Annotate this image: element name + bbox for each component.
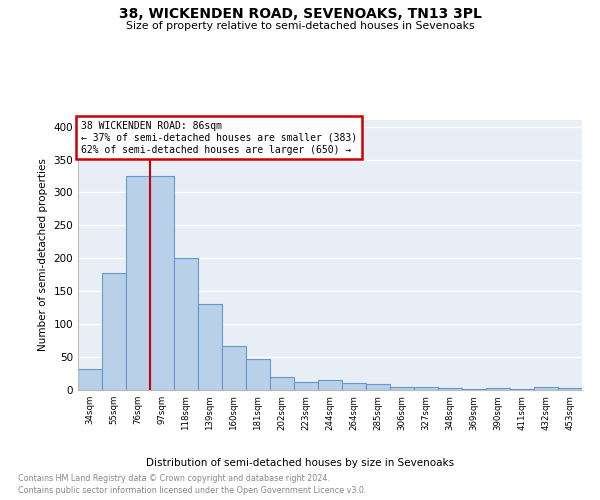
Text: Distribution of semi-detached houses by size in Sevenoaks: Distribution of semi-detached houses by …: [146, 458, 454, 468]
Bar: [342, 384, 366, 390]
Text: Size of property relative to semi-detached houses in Sevenoaks: Size of property relative to semi-detach…: [125, 21, 475, 31]
Bar: [318, 380, 342, 390]
Bar: [78, 369, 102, 390]
Bar: [126, 176, 150, 390]
Bar: [534, 388, 558, 390]
Bar: [150, 176, 174, 390]
Y-axis label: Number of semi-detached properties: Number of semi-detached properties: [38, 158, 48, 352]
Bar: [246, 359, 270, 390]
Text: 38 WICKENDEN ROAD: 86sqm
← 37% of semi-detached houses are smaller (383)
62% of : 38 WICKENDEN ROAD: 86sqm ← 37% of semi-d…: [80, 122, 356, 154]
Bar: [438, 388, 462, 390]
Bar: [174, 258, 198, 390]
Bar: [486, 388, 510, 390]
Bar: [414, 388, 438, 390]
Bar: [294, 382, 318, 390]
Text: Contains public sector information licensed under the Open Government Licence v3: Contains public sector information licen…: [18, 486, 367, 495]
Bar: [558, 388, 582, 390]
Bar: [102, 274, 126, 390]
Bar: [222, 346, 246, 390]
Bar: [198, 304, 222, 390]
Text: 38, WICKENDEN ROAD, SEVENOAKS, TN13 3PL: 38, WICKENDEN ROAD, SEVENOAKS, TN13 3PL: [119, 8, 481, 22]
Bar: [390, 386, 414, 390]
Text: Contains HM Land Registry data © Crown copyright and database right 2024.: Contains HM Land Registry data © Crown c…: [18, 474, 330, 483]
Bar: [366, 384, 390, 390]
Bar: [270, 377, 294, 390]
